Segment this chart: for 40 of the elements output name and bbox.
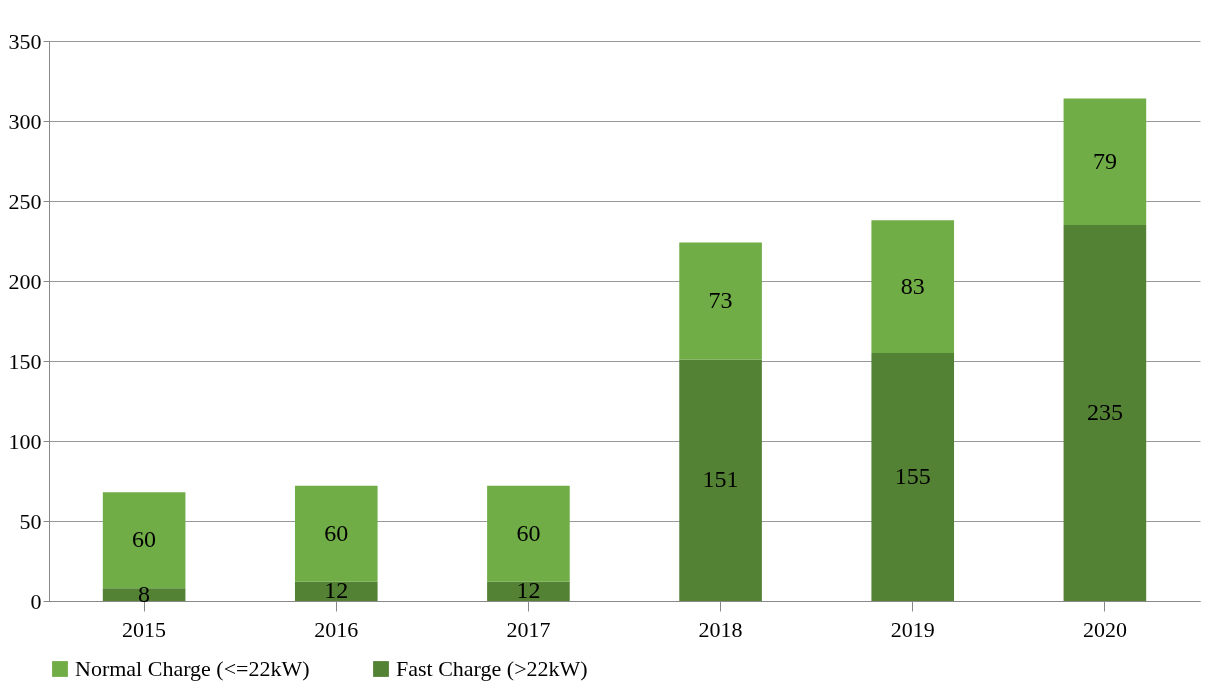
data-label: 235 [1086, 399, 1123, 425]
bar [871, 220, 955, 353]
bar [679, 359, 762, 601]
bar [487, 485, 570, 582]
data-label: 79 [1092, 147, 1117, 174]
y-tick-label: 250 [8, 188, 42, 214]
data-label: 60 [516, 519, 541, 546]
y-tick-label: 200 [8, 268, 42, 294]
x-tick-label: 2016 [314, 616, 359, 642]
x-tick-label: 2017 [506, 616, 551, 642]
x-tick-label: 2018 [698, 616, 743, 642]
data-label: 60 [324, 519, 349, 546]
data-label: 73 [708, 287, 733, 313]
bar [1063, 98, 1147, 225]
bar [102, 492, 186, 589]
bar [294, 581, 378, 601]
bar [679, 242, 762, 360]
bar [294, 485, 378, 582]
bar [102, 588, 186, 601]
data-label: 60 [132, 526, 157, 553]
bar [487, 581, 570, 601]
data-label: 12 [516, 577, 541, 604]
x-tick-label: 2019 [890, 616, 935, 642]
legend-label: Normal Charge (<=22kW) [75, 656, 310, 681]
data-label: 83 [900, 272, 925, 299]
data-label: 151 [702, 466, 739, 493]
bar [1063, 225, 1147, 601]
x-tick-label: 2020 [1082, 616, 1127, 642]
data-label: 12 [324, 577, 349, 604]
legend-label: Fast Charge (>22kW) [396, 656, 588, 681]
data-label: 155 [894, 463, 931, 489]
bar [871, 353, 955, 601]
y-tick-label: 0 [30, 588, 42, 614]
y-tick-label: 50 [19, 508, 42, 534]
y-tick-label: 300 [8, 108, 42, 134]
y-tick-label: 350 [8, 28, 42, 54]
y-tick-label: 150 [8, 348, 42, 374]
x-tick-label: 2015 [122, 616, 167, 642]
data-label: 8 [138, 580, 151, 607]
y-tick-label: 100 [8, 428, 42, 454]
